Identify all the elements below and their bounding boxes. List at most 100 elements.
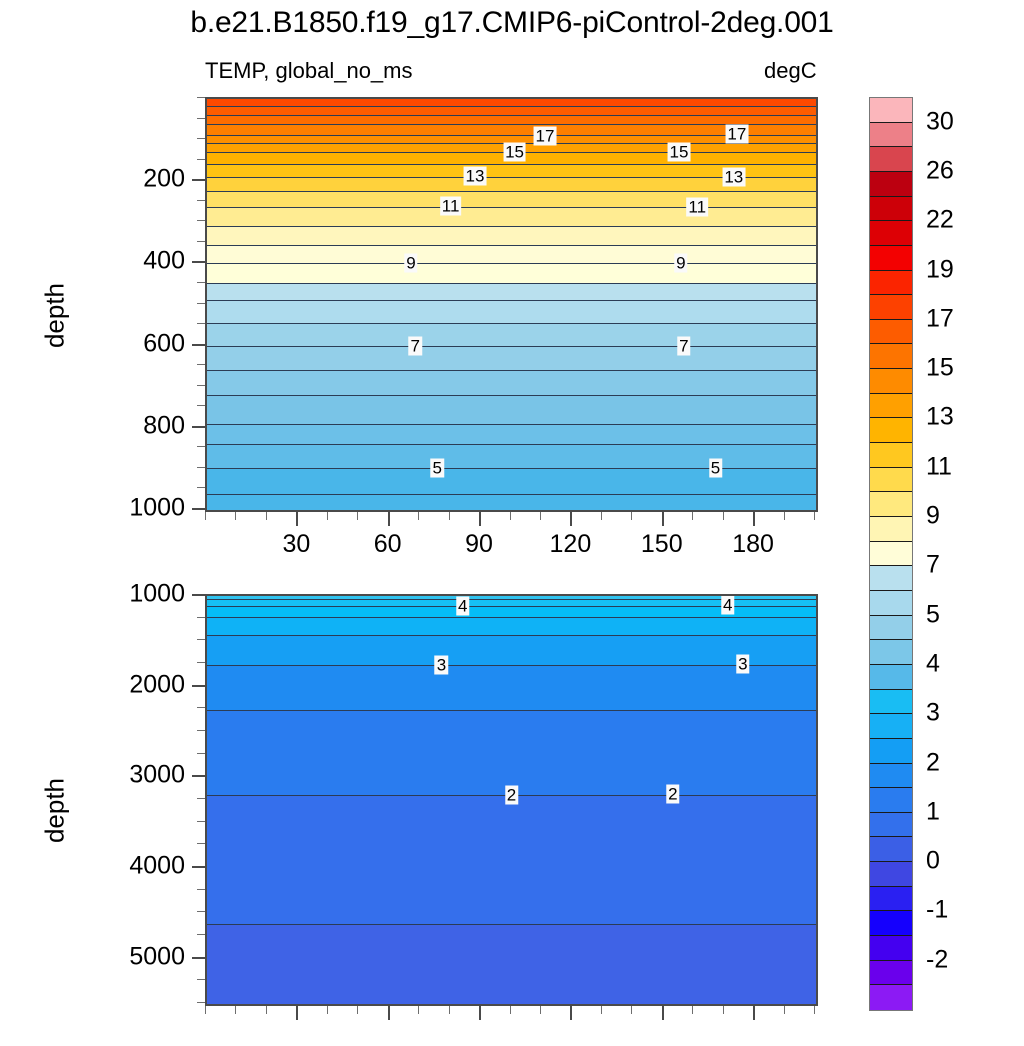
contour-line [207,605,816,607]
x-tick-minor [539,512,541,520]
y-tick-minor [197,979,205,981]
colorbar-cell[interactable] [870,960,912,986]
y-tick-minor [197,97,205,98]
contour-label: 7 [408,336,422,356]
x-tick-minor [265,1006,267,1014]
y-tick-minor [197,446,205,448]
colorbar-cell[interactable] [870,664,912,690]
colorbar-label: 9 [926,501,940,530]
y-tick-minor [197,707,205,709]
colorbar-cell[interactable] [870,615,912,641]
y-tick-minor [197,616,205,618]
contour-label: 3 [736,654,750,674]
colorbar-cell[interactable] [870,541,912,567]
colorbar-cell[interactable] [870,492,912,518]
y-axis-deep-ocean: 1000 2000 3000 4000 5000 [5,580,205,1006]
contour-line [207,468,816,470]
colorbar-cell[interactable] [870,171,912,197]
y-tick-minor [197,240,205,242]
colorbar-label: 15 [926,353,954,382]
colorbar-cell[interactable] [870,911,912,937]
x-tick-major [296,512,299,526]
colorbar-cell[interactable] [870,196,912,222]
colorbar-cell[interactable] [870,418,912,444]
colorbar-cell[interactable] [870,517,912,542]
colorbar-cell[interactable] [870,147,912,172]
colorbar-cell[interactable] [870,467,912,493]
contour-label: 7 [677,336,691,356]
colorbar-cell[interactable] [870,369,912,394]
x-tick-major [570,512,573,526]
y-tick-minor [197,911,205,913]
colorbar-cell[interactable] [870,221,912,246]
y-tick-label: 2000 [129,670,185,699]
colorbar-cell[interactable] [870,393,912,419]
y-tick-minor [197,820,205,822]
colorbar-cell[interactable] [870,788,912,813]
x-tick-minor [722,1006,724,1014]
colorbar-cell[interactable] [870,245,912,271]
contour-label: 13 [722,167,746,187]
colorbar-cell[interactable] [870,122,912,148]
colorbar-cell[interactable] [870,640,912,665]
y-tick-minor [197,730,205,731]
colorbar-cell[interactable] [870,270,912,296]
y-tick-label: 800 [143,411,185,440]
x-tick-label: 150 [640,530,683,558]
contour-band [207,444,816,469]
y-tick-major [192,775,205,778]
y-tick-major [192,425,205,428]
contour-line [207,226,816,228]
x-tick-major [296,1006,299,1020]
colorbar-label: 26 [926,156,954,185]
x-tick-minor [814,512,815,520]
colorbar-label: 1 [926,797,940,826]
y-tick-minor [197,843,205,845]
contour-label: 9 [404,253,418,273]
colorbar-cell[interactable] [870,763,912,789]
x-tick-minor [722,512,724,520]
y-axis-upper-ocean: 200 400 600 800 1000 [5,97,205,522]
colorbar-label: 0 [926,846,940,875]
x-tick-minor [692,512,694,520]
colorbar-cell[interactable] [870,98,912,123]
contour-band [207,596,816,600]
contour-band [207,226,816,246]
y-tick-minor [197,302,205,304]
contour-line [207,444,816,446]
colorbar-cell[interactable] [870,936,912,961]
colorbar-cell[interactable] [870,590,912,616]
y-tick-minor [197,888,205,890]
colorbar-cell[interactable] [870,344,912,370]
colorbar-cell[interactable] [870,738,912,764]
colorbar-cell[interactable] [870,714,912,739]
y-tick-minor [197,752,205,754]
colorbar-cell[interactable] [870,862,912,887]
colorbar-cell[interactable] [870,812,912,838]
colorbar-cell[interactable] [870,319,912,345]
contour-line [207,135,816,137]
colorbar[interactable] [869,97,913,1011]
x-tick-minor [235,512,237,520]
colorbar-cell[interactable] [870,689,912,715]
y-tick-major [192,594,205,596]
contour-band [207,468,816,495]
variable-label: TEMP, global_no_ms [205,58,413,83]
colorbar-cell[interactable] [870,886,912,912]
x-tick-major [753,512,756,526]
page-title: b.e21.B1850.f19_g17.CMIP6-piControl-2deg… [190,6,834,39]
colorbar-cell[interactable] [870,295,912,320]
contour-label: 4 [720,595,735,615]
contour-line [207,616,816,618]
y-tick-minor [197,405,205,407]
x-tick-minor [509,1006,511,1014]
colorbar-cell[interactable] [870,443,912,468]
contour-band [207,283,816,301]
colorbar-cell[interactable] [870,985,912,1010]
contour-band [207,115,816,126]
colorbar-cell[interactable] [870,837,912,863]
y-tick-label: 3000 [129,760,185,789]
colorbar-cell[interactable] [870,566,912,591]
y-tick-minor [197,117,205,119]
y-tick-major [192,261,205,264]
